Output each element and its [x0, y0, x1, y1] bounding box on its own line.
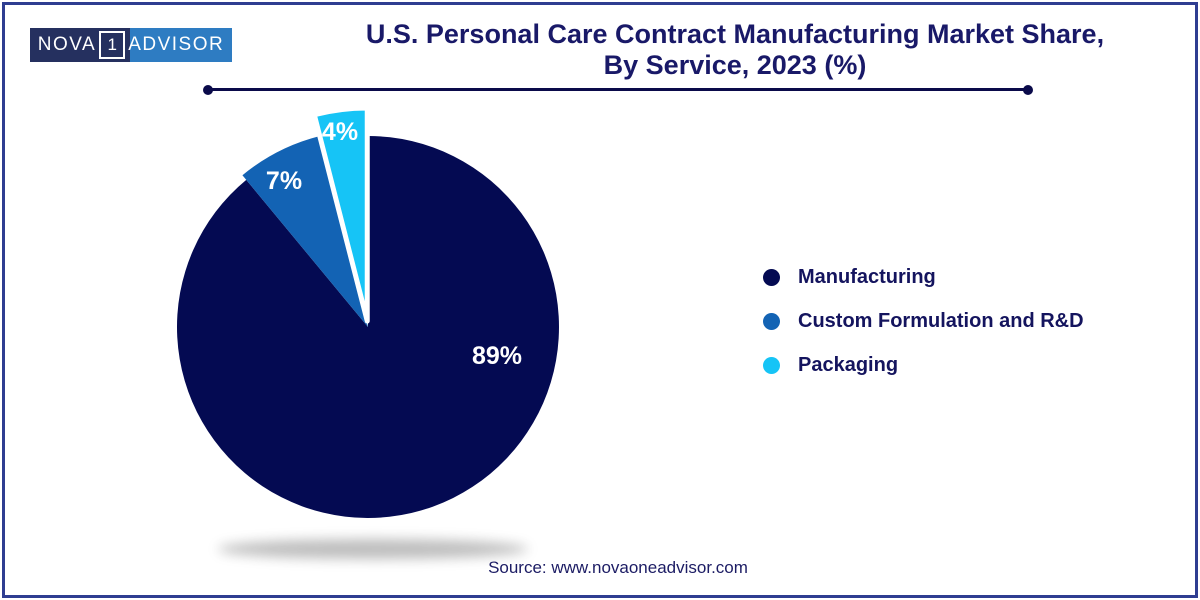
legend-dot-custom-formulation	[763, 313, 780, 330]
title-divider	[203, 84, 1033, 95]
legend-dot-manufacturing	[763, 269, 780, 286]
brand-logo: NOVA 1 ADVISOR	[30, 28, 232, 62]
logo-content: NOVA 1 ADVISOR	[30, 28, 232, 62]
legend-dot-packaging	[763, 357, 780, 374]
chart-title-line-1: U.S. Personal Care Contract Manufacturin…	[365, 19, 1105, 49]
pie-slice-2	[311, 105, 370, 324]
pie-slice-label-1: 7%	[266, 167, 302, 195]
chart-legend: Manufacturing Custom Formulation and R&D…	[763, 266, 1084, 377]
legend-item-packaging: Packaging	[763, 354, 1084, 377]
divider-dot-right	[1023, 84, 1033, 95]
logo-bg-right	[130, 28, 232, 62]
chart-title-line-2: By Service, 2023 (%)	[603, 50, 867, 80]
legend-item-custom-formulation: Custom Formulation and R&D	[763, 310, 1084, 333]
divider-dot-left	[203, 84, 213, 95]
pie-slice-label-0: 89%	[472, 342, 522, 370]
legend-item-manufacturing: Manufacturing	[763, 266, 1084, 289]
source-text: Source: www.novaoneadvisor.com	[488, 558, 748, 577]
logo-number-box: 1	[99, 31, 126, 59]
legend-label-manufacturing: Manufacturing	[798, 266, 936, 288]
logo-bg-left	[30, 28, 130, 62]
legend-label-packaging: Packaging	[798, 354, 899, 376]
logo-text-nova: NOVA	[37, 34, 97, 55]
pie-floor-shadow	[218, 539, 528, 559]
pie-slice-0	[176, 136, 559, 518]
pie-slice-1	[242, 136, 368, 327]
pie-slices-group	[176, 105, 559, 518]
chart-title: U.S. Personal Care Contract Manufacturin…	[260, 19, 1200, 81]
pie-slice-label-2: 4%	[322, 118, 358, 146]
logo-text-advisor: ADVISOR	[128, 34, 225, 55]
pie-labels-group: 89% 7% 4%	[266, 118, 522, 370]
legend-label-custom-formulation: Custom Formulation and R&D	[798, 310, 1084, 332]
